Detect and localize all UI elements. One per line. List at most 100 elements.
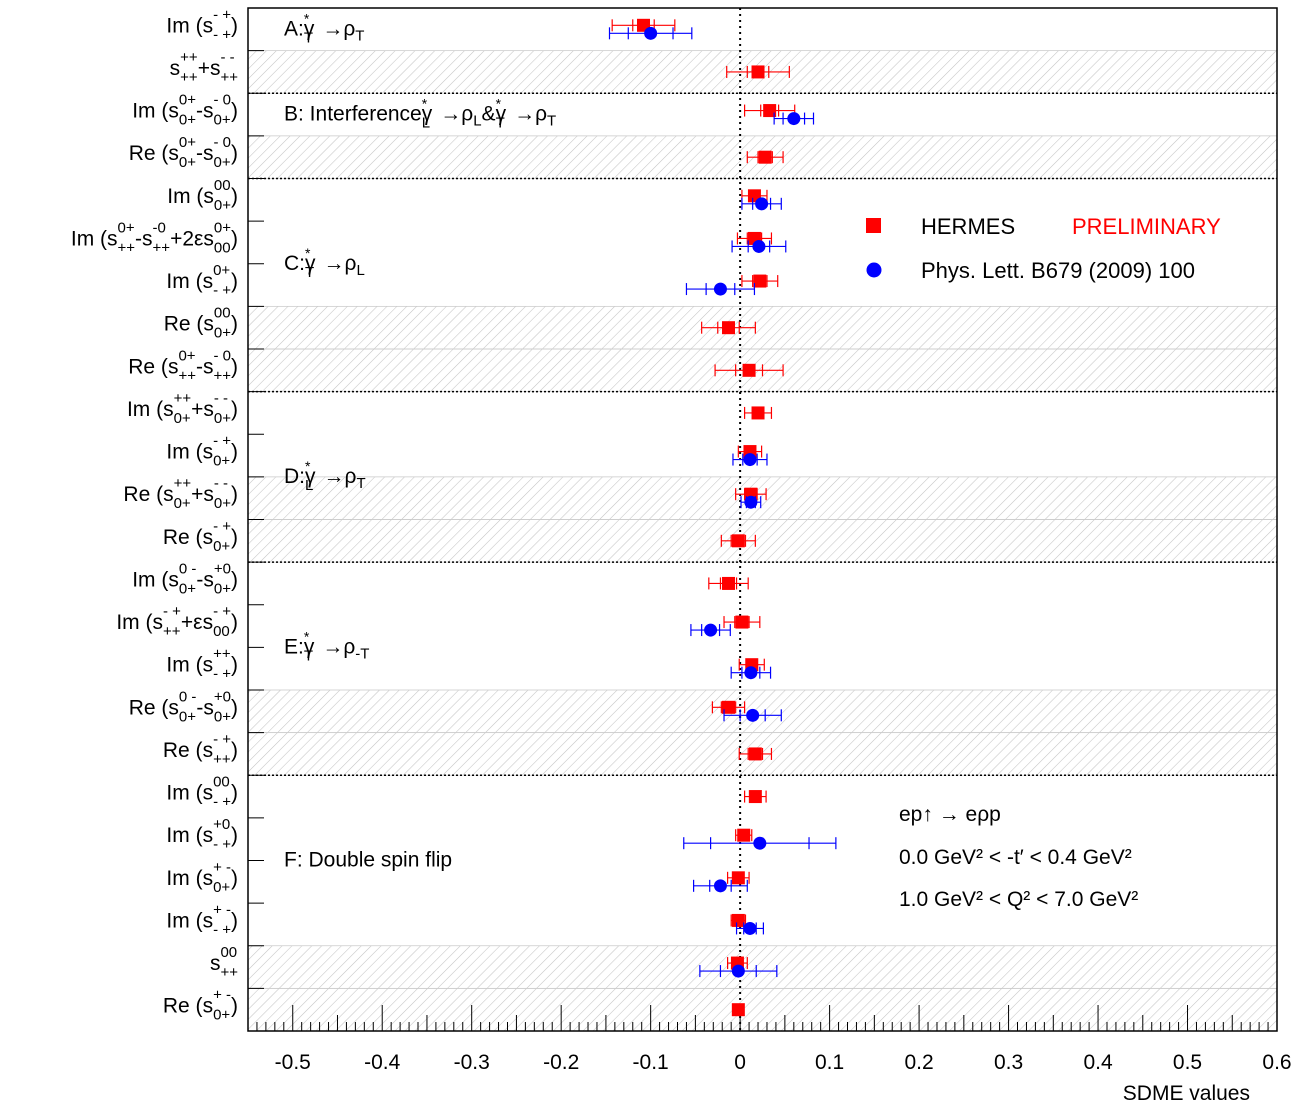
- plb-marker: [713, 282, 727, 296]
- row-label: Re (s 0+++ - s- 0++ ): [128, 347, 238, 384]
- group-label-text: T: [496, 115, 505, 132]
- plb-point: [730, 666, 772, 680]
- group-label-text: *: [305, 245, 311, 261]
- group-label-text: ρ: [343, 17, 355, 40]
- hermes-point: [744, 104, 796, 118]
- row-label: Im (s + - 0+ ): [166, 859, 238, 896]
- row-label-text: ): [231, 100, 238, 123]
- row-label: Im (s - + - + ): [166, 6, 238, 43]
- row-label-text: 0 -: [179, 560, 197, 577]
- row-label-text: - +: [213, 26, 231, 43]
- plb-marker: [744, 666, 758, 680]
- row-label-text: - +: [213, 794, 231, 811]
- row-label-text: s: [203, 867, 214, 890]
- row-label-text: 0+: [214, 197, 231, 214]
- row-label: Im (s ++0+ + s - -0+ ): [127, 390, 238, 427]
- plb-point: [683, 836, 837, 850]
- group-label-text: F: Double spin flip: [284, 849, 452, 872]
- row-label-text: +2ε: [170, 227, 203, 250]
- hermes-point: [720, 534, 756, 548]
- row-label-text: 0+: [174, 495, 191, 512]
- row-label-text: - +: [213, 836, 231, 853]
- group-label-text: →: [324, 465, 345, 488]
- row-label-text: +: [198, 57, 210, 80]
- row-label-text: +: [191, 398, 203, 421]
- row-label: Im (s + - - + ): [166, 901, 238, 938]
- x-tick-label: 0.6: [1262, 1051, 1291, 1074]
- row-label: Re (s ++0+ + s - -0+ ): [123, 475, 238, 512]
- row-label-text: s: [163, 483, 174, 506]
- group-label-text: T: [547, 113, 556, 130]
- hermes-marker: [735, 615, 749, 629]
- plb-marker: [746, 708, 760, 722]
- row-label-text: s: [152, 611, 163, 634]
- plb-marker: [752, 239, 766, 253]
- plb-point: [735, 921, 764, 935]
- row-label-text: ++: [174, 390, 192, 407]
- row-label-text: s: [203, 995, 214, 1018]
- row-label-text: ): [231, 909, 238, 932]
- row-label-text: - +: [213, 603, 231, 620]
- row-label: Im (s 00 0+ ): [167, 177, 238, 214]
- row-label-text: - +: [213, 731, 231, 748]
- row-label-text: 0+: [213, 154, 230, 171]
- row-label-text: ): [231, 782, 238, 805]
- group-label-text: T: [305, 264, 314, 281]
- row-label-text: ++: [163, 623, 181, 640]
- group-label-text: &: [482, 103, 496, 126]
- row-label-text: 0+: [214, 495, 231, 512]
- group-label-text: C:: [284, 252, 305, 275]
- row-label: Re (s - + 0+ ): [163, 518, 238, 555]
- row-label: Im (s - + 0+ ): [166, 433, 238, 470]
- kinematics-t-range: 0.0 GeV² < -t′ < 0.4 GeV²: [899, 846, 1132, 869]
- group-label: E: γ* T → ρ -T: [284, 628, 369, 664]
- row-label-text: 0+: [214, 325, 231, 342]
- row-label-text: 0+: [213, 112, 230, 129]
- row-label-text: ): [231, 696, 238, 719]
- kinematics-box: ep↑ → eρp 0.0 GeV² < -t′ < 0.4 GeV² 1.0 …: [899, 803, 1138, 911]
- x-tick-label: 0.5: [1173, 1051, 1202, 1074]
- row-label-text: 00: [220, 944, 237, 961]
- hermes-marker: [748, 790, 762, 804]
- row-label-text: ++: [180, 69, 198, 86]
- row-label-text: +0: [214, 560, 231, 577]
- row-label-text: 0+: [214, 410, 231, 427]
- row-label-text: 0+: [213, 262, 230, 279]
- row-label-text: s: [142, 227, 153, 250]
- plb-point: [699, 964, 778, 978]
- row-label-text: ): [231, 867, 238, 890]
- plb-marker: [755, 197, 769, 211]
- row-label-text: 0 -: [179, 688, 197, 705]
- row-label: s 00 ++: [210, 944, 238, 981]
- row-label-text: Re (: [163, 526, 203, 549]
- group-label-text: *: [304, 628, 310, 644]
- group-label-text: T: [356, 475, 365, 492]
- row-label-text: - -: [214, 390, 228, 407]
- row-label-text: +ε: [181, 611, 203, 634]
- group-label-text: T: [355, 27, 364, 44]
- row-label-text: -: [196, 568, 203, 591]
- row-label-text: ): [231, 185, 238, 208]
- row-label-text: s: [203, 526, 214, 549]
- hermes-marker: [731, 871, 745, 885]
- row-label-text: 00: [213, 774, 230, 791]
- row-label-text: + -: [213, 901, 231, 918]
- group-label-text: ρ: [345, 252, 357, 275]
- group-label: A: γ* T → ρ T: [284, 10, 364, 46]
- hermes-marker: [731, 913, 745, 927]
- row-label-text: s: [168, 142, 179, 165]
- hermes-marker: [758, 150, 772, 164]
- row-label-text: ++: [213, 367, 231, 384]
- row-label: Im (s ++ - + ): [166, 646, 238, 683]
- hatched-row-band: [247, 945, 1278, 989]
- row-label-text: Re (: [129, 142, 169, 165]
- hermes-marker: [737, 828, 751, 842]
- group-label: C: γ* T → ρ L: [284, 245, 365, 281]
- legend-label-preliminary: PRELIMINARY: [1072, 214, 1221, 239]
- row-label-text: ++: [180, 49, 198, 66]
- row-label-text: Im (: [116, 611, 152, 634]
- row-label-text: s: [203, 739, 214, 762]
- x-axis-title: SDME values: [1123, 1082, 1250, 1105]
- row-label-text: 0+: [179, 580, 196, 597]
- row-label-text: ): [231, 739, 238, 762]
